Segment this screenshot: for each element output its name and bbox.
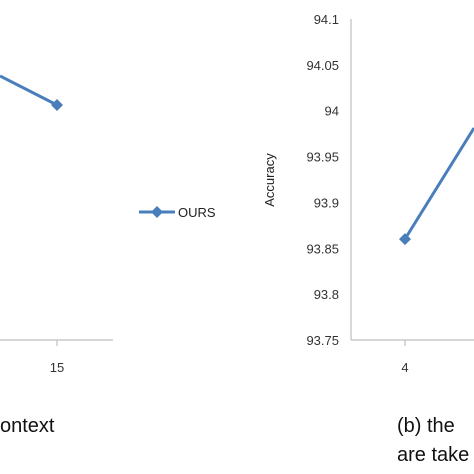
right-caption-line-1: (b) the (397, 415, 455, 437)
left-caption: ontext (0, 415, 55, 437)
right-y-tick-label: 93.85 (306, 241, 339, 256)
left-data-point (51, 99, 63, 111)
right-y-tick-label: 94.05 (306, 58, 339, 73)
legend-label: OURS (178, 205, 216, 220)
legend: OURS (139, 205, 216, 220)
right-y-tick-label: 93.75 (306, 333, 339, 348)
legend-marker (151, 206, 163, 218)
right-series-line (403, 127, 474, 240)
right-y-tick-label: 93.9 (314, 195, 339, 210)
right-panel: 4 94.1 94.05 94 93.95 93.9 93.85 93.8 93.75 Acc… (262, 12, 474, 466)
right-x-tick-label: 4 (401, 360, 408, 375)
right-y-axis-title: Accuracy (262, 153, 277, 207)
left-series-line (0, 74, 58, 107)
right-y-tick-label: 94 (325, 104, 339, 119)
left-panel: 15 OURS ontext (0, 74, 216, 437)
left-x-tick-label: 15 (50, 360, 64, 375)
right-caption-line-2: are take (397, 444, 469, 466)
right-y-tick-label: 93.8 (314, 287, 339, 302)
right-y-ticks: 94.1 94.05 94 93.95 93.9 93.85 93.8 93.75 (306, 12, 339, 348)
right-data-point (399, 233, 411, 246)
right-y-tick-label: 93.95 (306, 150, 339, 165)
right-y-tick-label: 94.1 (314, 12, 339, 27)
